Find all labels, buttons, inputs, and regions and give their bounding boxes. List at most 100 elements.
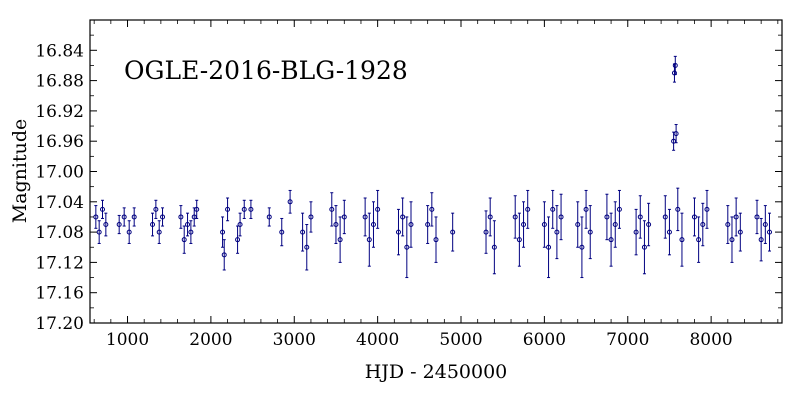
data-point xyxy=(550,189,556,229)
data-point xyxy=(370,201,376,248)
data-point xyxy=(691,197,697,237)
y-tick-label: 17.12 xyxy=(35,253,84,273)
data-point xyxy=(248,199,254,219)
data-point xyxy=(733,197,739,237)
data-point xyxy=(766,212,772,252)
data-point xyxy=(100,199,106,219)
data-point xyxy=(729,216,735,263)
axis-ticks: 1000 2000 3000 4000 5000 6000 7000 8000 16.84 16.… xyxy=(35,20,782,350)
data-point xyxy=(425,205,431,244)
data-point xyxy=(194,199,200,219)
x-axis-label: HJD - 2450000 xyxy=(365,361,508,383)
y-tick-label: 17.20 xyxy=(35,314,84,334)
data-point xyxy=(637,195,643,239)
data-point xyxy=(612,201,618,248)
data-point xyxy=(450,212,456,252)
x-tick-label: 4000 xyxy=(356,330,399,350)
data-point xyxy=(185,212,191,237)
y-tick-label: 17.00 xyxy=(35,163,84,183)
data-point xyxy=(404,216,410,279)
data-point xyxy=(604,193,610,241)
data-point xyxy=(308,201,314,233)
y-tick-label: 16.84 xyxy=(35,41,84,61)
data-point xyxy=(96,220,102,244)
data-point xyxy=(700,202,706,247)
data-point xyxy=(266,207,272,227)
data-point xyxy=(279,217,285,247)
data-point xyxy=(704,189,710,229)
data-point xyxy=(754,199,760,235)
data-point xyxy=(433,216,439,263)
data-point xyxy=(521,201,527,248)
data-point xyxy=(156,220,162,244)
data-point xyxy=(333,205,339,244)
data-point xyxy=(575,201,581,248)
data-point xyxy=(241,199,247,219)
data-point xyxy=(737,212,743,252)
data-point xyxy=(579,216,585,279)
data-point xyxy=(341,199,347,235)
data-point xyxy=(287,189,293,214)
data-point xyxy=(725,205,731,244)
data-point xyxy=(546,216,552,279)
data-point xyxy=(337,216,343,263)
y-tick-label: 17.04 xyxy=(35,193,84,213)
data-point xyxy=(679,212,685,267)
data-point xyxy=(696,216,702,263)
data-point xyxy=(188,220,194,244)
data-point xyxy=(666,208,672,256)
data-point xyxy=(103,212,109,237)
x-tick-label: 5000 xyxy=(439,330,482,350)
data-point xyxy=(153,199,159,219)
data-point xyxy=(225,197,231,222)
data-point xyxy=(375,189,381,229)
x-tick-label: 6000 xyxy=(523,330,566,350)
data-point xyxy=(641,220,647,275)
x-tick-label: 2000 xyxy=(189,330,232,350)
data-points xyxy=(93,55,772,279)
data-point xyxy=(671,63,677,83)
data-point xyxy=(116,214,122,235)
data-point xyxy=(662,195,668,239)
data-point xyxy=(366,212,372,267)
x-tick-label: 8000 xyxy=(689,330,732,350)
data-point xyxy=(616,189,622,229)
data-point xyxy=(160,207,166,227)
y-tick-label: 17.16 xyxy=(35,284,84,304)
data-point xyxy=(487,197,493,237)
data-point xyxy=(400,197,406,237)
data-point xyxy=(541,201,547,248)
x-tick-label: 3000 xyxy=(273,330,316,350)
data-point xyxy=(304,224,310,271)
y-tick-label: 16.92 xyxy=(35,102,84,122)
y-tick-label: 16.96 xyxy=(35,132,84,152)
data-point xyxy=(587,205,593,260)
y-tick-label: 17.08 xyxy=(35,223,84,243)
data-point xyxy=(583,189,589,229)
data-point xyxy=(675,187,681,232)
data-point xyxy=(429,192,435,227)
data-point xyxy=(633,208,639,256)
data-point xyxy=(516,212,522,267)
data-point xyxy=(646,202,652,247)
data-point xyxy=(178,205,184,229)
data-point xyxy=(237,212,243,237)
data-point xyxy=(181,225,187,254)
data-point xyxy=(673,124,679,144)
data-point xyxy=(220,216,226,248)
data-point xyxy=(762,205,768,244)
data-point xyxy=(672,55,678,76)
x-tick-label: 7000 xyxy=(606,330,649,350)
data-point xyxy=(329,192,335,227)
data-point xyxy=(558,193,564,241)
data-point xyxy=(758,217,764,262)
data-point xyxy=(93,205,99,229)
data-point xyxy=(491,220,497,275)
data-point xyxy=(221,239,227,271)
y-axis-label: Magnitude xyxy=(9,119,31,224)
data-point xyxy=(300,212,306,252)
data-point xyxy=(512,195,518,239)
data-point xyxy=(150,212,156,237)
data-point xyxy=(554,205,560,260)
